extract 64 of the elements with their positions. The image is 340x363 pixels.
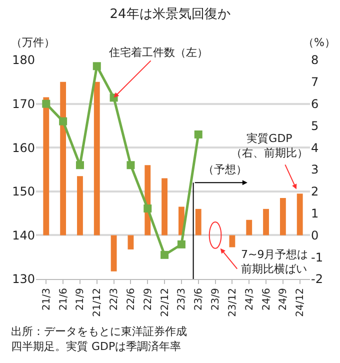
point [160, 250, 169, 259]
y-tick-label: 170 [12, 97, 35, 111]
bar [296, 194, 303, 236]
x-tick-label: 23/6 [194, 288, 205, 310]
text: 出所：データをもとに東洋証券作成 [11, 325, 187, 338]
point [144, 204, 152, 212]
point [92, 62, 101, 70]
y-tick-label: 140 [12, 228, 35, 242]
x-tick-label: 22/9 [142, 288, 154, 310]
x-tick-label: 21/3 [41, 288, 52, 310]
bar [195, 208, 202, 236]
x-tick-label: 22/6 [126, 288, 137, 310]
y2-tick-label: -2 [311, 272, 323, 286]
x-tick-label: 21/12 [92, 288, 104, 317]
ref-line-label: （予想） [203, 163, 247, 176]
point [126, 161, 135, 170]
y-tick-label: 180 [12, 53, 35, 68]
point [194, 130, 202, 138]
y-tick-label: 130 [12, 272, 35, 286]
x-tick-label: 22/3 [109, 288, 120, 310]
x-tick-label: 24/6 [261, 288, 272, 310]
x-tick-label: 21/6 [58, 288, 70, 310]
y2-tick-label: 6 [311, 97, 319, 111]
y2-tick-label: 1 [311, 206, 319, 220]
y2-tick-label: -1 [311, 250, 323, 264]
y2-axis-title: （%） [303, 36, 336, 49]
bar [246, 220, 252, 236]
bar [263, 208, 269, 236]
bar [128, 235, 134, 250]
x-tick-label: 24/3 [244, 288, 256, 310]
y2-tick-label: 5 [311, 118, 319, 133]
bar [162, 178, 168, 236]
bar [60, 82, 66, 236]
point [177, 240, 186, 248]
x-tick-label: 24/9 [278, 288, 290, 310]
bar [110, 235, 117, 272]
y2-tick-label: 7 [311, 75, 319, 90]
y2-tick-label: 2 [311, 184, 319, 199]
y-tick-label: 150 [12, 184, 35, 199]
y2-tick-label: 4 [311, 140, 319, 155]
point [76, 161, 84, 170]
chart-title: 24年は米景気回復か [110, 7, 230, 22]
y-axis-title: （万件） [11, 36, 55, 49]
x-tick-label: 24/12 [295, 288, 306, 317]
bar [77, 176, 83, 236]
bar [229, 235, 236, 248]
annotation: 7~9月予想は前期比横ばい [241, 248, 308, 276]
point [59, 117, 68, 126]
x-tick-label: 23/9 [210, 288, 222, 310]
annotation: 実質GDP（右、前期比） [231, 132, 308, 160]
x-tick-label: 23/12 [227, 288, 238, 317]
bar [43, 97, 50, 236]
x-tick-label: 22/12 [160, 288, 171, 317]
y2-tick-label: 8 [311, 53, 319, 68]
y-tick-label: 160 [12, 140, 35, 155]
bar [94, 82, 100, 236]
x-tick-label: 23/3 [176, 288, 188, 310]
x-tick-label: 21/9 [75, 288, 86, 310]
point [42, 100, 50, 108]
text: 四半期足。実質 GDPは季調済年率 [11, 340, 182, 353]
y2-tick-label: 3 [311, 162, 319, 177]
bar [280, 198, 286, 236]
y2-tick-label: 0 [311, 228, 319, 242]
annotation: 住宅着工件数（左） [109, 46, 208, 59]
